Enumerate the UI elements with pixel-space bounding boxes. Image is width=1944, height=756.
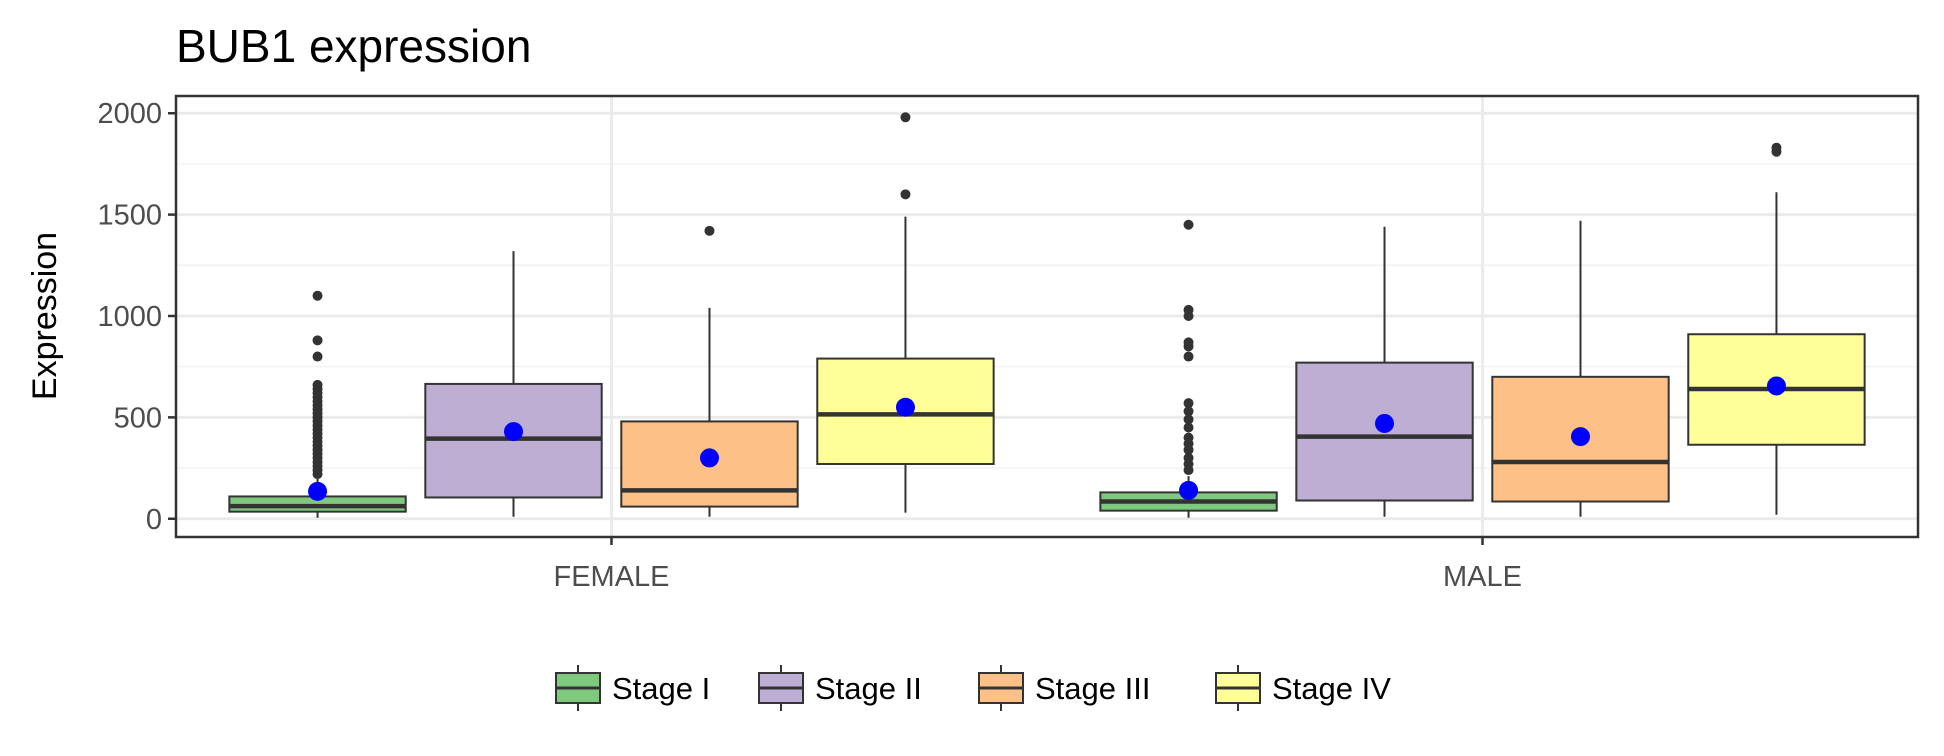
- mean-point: [1375, 413, 1395, 433]
- box-stage-iii-female: [620, 225, 799, 517]
- y-tick-label: 1500: [97, 200, 162, 232]
- mean-point: [1179, 480, 1199, 500]
- box-stage-iv-female: [816, 112, 995, 513]
- mean-point: [699, 448, 719, 468]
- outlier-point: [1183, 219, 1194, 230]
- outlier-point: [900, 112, 911, 123]
- legend-label: Stage III: [1035, 671, 1150, 706]
- outlier-point: [1183, 422, 1194, 433]
- legend: Stage I Stage II Stage III Stage IV: [555, 665, 1391, 711]
- outlier-point: [1771, 142, 1782, 153]
- x-tick-label: FEMALE: [553, 561, 669, 593]
- y-tick-label: 500: [114, 402, 162, 434]
- x-tick-label: MALE: [1443, 561, 1522, 593]
- y-tick-label: 2000: [97, 98, 162, 130]
- outlier-point: [312, 335, 323, 346]
- y-tick-label: 0: [146, 504, 162, 536]
- legend-item-stage-i: Stage I: [555, 665, 710, 711]
- outlier-point: [1183, 414, 1194, 425]
- box-stage-i-male: [1099, 219, 1278, 518]
- legend-item-stage-iv: Stage IV: [1215, 665, 1391, 711]
- outlier-point: [1183, 452, 1194, 463]
- outlier-point: [1183, 406, 1194, 417]
- outlier-point: [900, 189, 911, 200]
- outlier-point: [704, 225, 715, 236]
- outlier-point: [1183, 432, 1194, 443]
- mean-point: [308, 481, 328, 501]
- mean-point: [1570, 427, 1590, 447]
- mean-point: [895, 397, 915, 417]
- box-stage-i-female: [228, 290, 407, 518]
- y-axis-title: Expression: [26, 232, 64, 400]
- mean-point: [1766, 376, 1786, 396]
- plot-area: 0 500 1000 1500 2000 FEMALE MALE: [97, 94, 1920, 593]
- legend-item-stage-ii: Stage II: [758, 665, 922, 711]
- box-stage-ii-female: [424, 251, 603, 517]
- outlier-point: [312, 351, 323, 362]
- legend-label: Stage II: [815, 671, 922, 706]
- legend-label: Stage IV: [1272, 671, 1391, 706]
- outlier-point: [1183, 304, 1194, 315]
- box-stage-iv-male: [1687, 142, 1866, 515]
- mean-point: [504, 422, 524, 442]
- legend-item-stage-iii: Stage III: [978, 665, 1150, 711]
- chart-title: BUB1 expression: [176, 20, 531, 72]
- box-stage-iii-male: [1491, 220, 1670, 517]
- outlier-point: [312, 290, 323, 301]
- outlier-point: [1183, 398, 1194, 409]
- box-stage-ii-male: [1295, 226, 1474, 517]
- legend-label: Stage I: [612, 671, 710, 706]
- outlier-point: [312, 379, 323, 390]
- outlier-point: [1183, 351, 1194, 362]
- outlier-point: [1183, 337, 1194, 348]
- y-tick-label: 1000: [97, 301, 162, 333]
